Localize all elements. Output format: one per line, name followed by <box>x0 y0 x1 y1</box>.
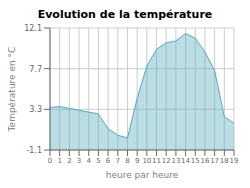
svg-text:14: 14 <box>181 157 190 165</box>
svg-text:5: 5 <box>96 157 100 165</box>
svg-text:1: 1 <box>57 157 61 165</box>
svg-text:heure par heure: heure par heure <box>106 170 179 180</box>
html-text:Evolution de la température: Evolution de la température <box>37 8 213 21</box>
svg-text:4: 4 <box>87 157 92 165</box>
svg-text:3.3: 3.3 <box>29 105 42 114</box>
svg-text:7: 7 <box>116 157 120 165</box>
svg-text:17: 17 <box>210 157 219 165</box>
svg-text:3: 3 <box>77 157 81 165</box>
svg-text:7.7: 7.7 <box>29 65 42 74</box>
svg-text:12: 12 <box>162 157 171 165</box>
svg-text:2: 2 <box>67 157 71 165</box>
svg-text:18: 18 <box>220 157 229 165</box>
svg-text:11: 11 <box>152 157 161 165</box>
svg-text:8: 8 <box>125 157 129 165</box>
svg-text:6: 6 <box>106 157 111 165</box>
svg-text:19: 19 <box>230 157 239 165</box>
svg-text:13: 13 <box>171 157 180 165</box>
svg-text:16: 16 <box>200 157 209 165</box>
svg-text:-1.1: -1.1 <box>26 146 42 155</box>
svg-text:Température en °C: Température en °C <box>8 47 17 133</box>
svg-text:0: 0 <box>48 157 52 165</box>
svg-text:15: 15 <box>191 157 200 165</box>
svg-text:12.1: 12.1 <box>24 24 42 33</box>
svg-text:10: 10 <box>142 157 151 165</box>
svg-text:9: 9 <box>135 157 139 165</box>
